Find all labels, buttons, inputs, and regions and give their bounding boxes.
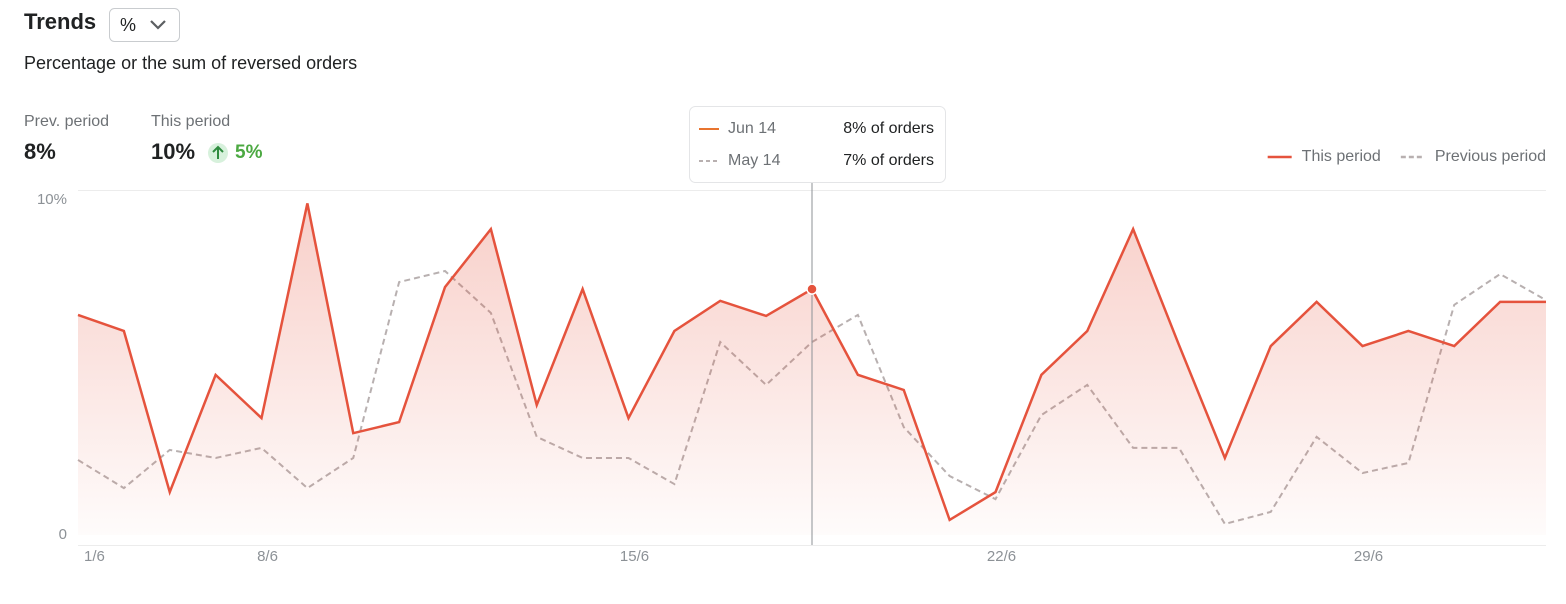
legend-label: Previous period	[1435, 148, 1546, 165]
highlight-point	[806, 283, 818, 295]
tooltip-date: May 14	[728, 152, 781, 169]
x-tick-label: 29/6	[1354, 548, 1383, 565]
this-label: This period	[151, 113, 230, 130]
plot: 0 10% 1/6 8/6 15/6 22/6 29/6 Previous period Thi…	[37, 148, 1547, 565]
x-tick-label: 22/6	[987, 548, 1016, 565]
x-tick-label: 8/6	[257, 548, 278, 565]
x-tick-label: 1/6	[84, 548, 105, 565]
tooltip-date: Jun 14	[728, 120, 776, 137]
dropdown[interactable]	[109, 8, 180, 42]
tooltip-value: 8% of orders	[843, 120, 934, 137]
x-tick-label: 15/6	[620, 548, 649, 565]
chevron[interactable]	[150, 20, 166, 30]
title: Trends	[24, 9, 96, 34]
legend-label: This period	[1302, 148, 1381, 165]
subtitle: Percentage or the sum of reversed orders	[24, 53, 357, 73]
y-tick-label: 10%	[37, 191, 67, 208]
this-value: 10%	[151, 139, 195, 164]
dropdown-value[interactable]: %	[120, 15, 136, 35]
tooltip: Jun 14 8% of orders May 14 7% of orders	[689, 106, 946, 183]
change: 5%	[235, 142, 263, 163]
tooltip-box	[689, 106, 946, 183]
prev-label: Prev. period	[24, 113, 109, 130]
prev-value: 8%	[24, 139, 56, 164]
y-tick-label: 0	[59, 526, 67, 543]
up-arrow	[212, 145, 224, 159]
tooltip-value: 7% of orders	[843, 152, 934, 169]
